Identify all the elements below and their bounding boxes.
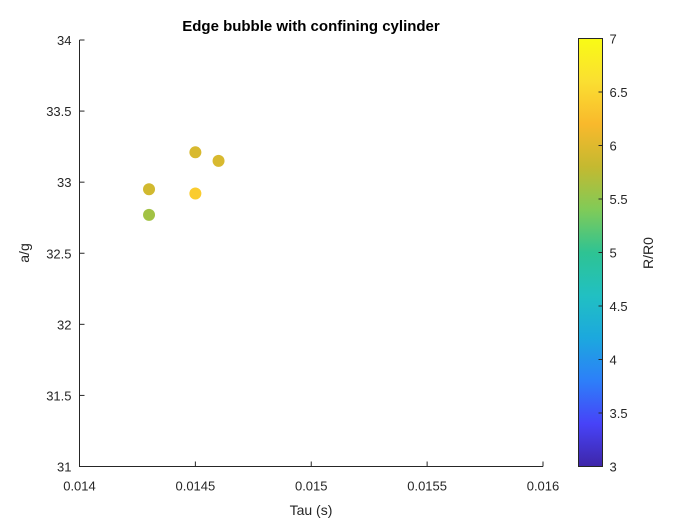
colorbar-tick-label: 4 [610,353,617,368]
data-point [189,146,202,159]
y-tick-label: 33.5 [46,104,71,119]
data-point [143,183,156,196]
data-point [143,208,156,221]
colorbar-tick-label: 5.5 [610,192,628,207]
y-axis-label: a/g [16,243,32,262]
y-tick-label: 34 [57,33,71,48]
chart-title: Edge bubble with confining cylinder [182,18,440,35]
data-point [212,154,225,167]
x-tick-label: 0.014 [63,479,96,494]
scatter-points [143,146,225,221]
y-ticks: 31 31.5 32 32.5 33 33.5 34 [46,33,85,475]
y-tick-label: 32.5 [46,246,71,261]
colorbar-tick-label: 4.5 [610,299,628,314]
colorbar-label: R/R0 [640,237,656,269]
y-tick-label: 33 [57,175,71,190]
axes [79,40,543,467]
x-tick-label: 0.015 [295,479,328,494]
colorbar: 3 3.5 4 4.5 5 5.5 6 6.5 7 R/R0 [578,32,656,475]
x-axis-label: Tau (s) [290,502,333,518]
y-tick-label: 31.5 [46,388,71,403]
y-tick-label: 31 [57,460,71,475]
colorbar-tick-label: 6.5 [610,85,628,100]
colorbar-tick-label: 6 [610,139,617,154]
colorbar-tick-label: 3 [610,460,617,475]
data-point [189,187,202,200]
colorbar-tick-label: 3.5 [610,406,628,421]
colorbar-ticks: 3 3.5 4 4.5 5 5.5 6 6.5 7 [598,32,628,475]
x-tick-label: 0.0145 [175,479,215,494]
y-tick-label: 32 [57,317,71,332]
colorbar-tick-label: 7 [610,32,617,47]
x-tick-label: 0.0155 [407,479,447,494]
x-ticks: 0.014 0.0145 0.015 0.0155 0.016 [63,461,560,494]
x-tick-label: 0.016 [527,479,560,494]
colorbar-tick-label: 5 [610,246,617,261]
